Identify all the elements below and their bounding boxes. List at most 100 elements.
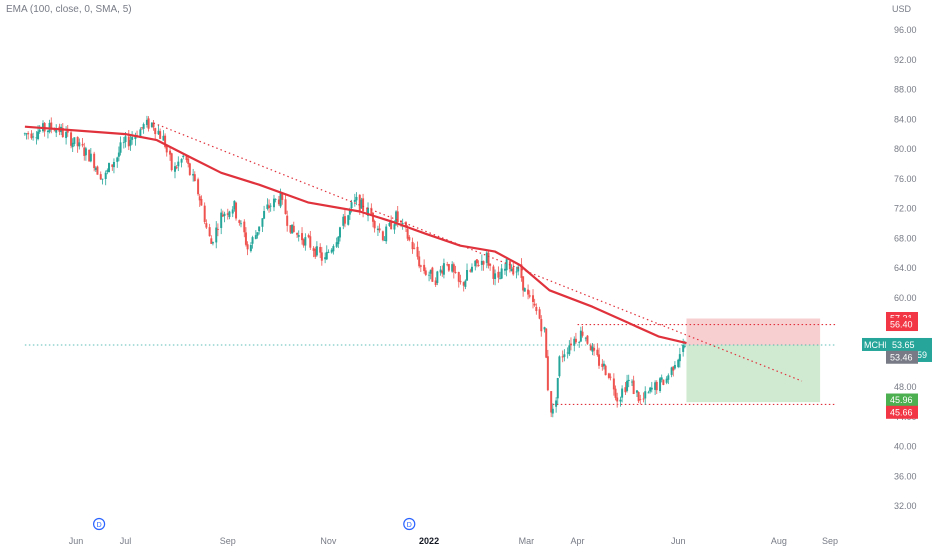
candle-body	[152, 122, 155, 128]
candle-body	[545, 328, 548, 358]
candle-body	[655, 381, 658, 391]
candle-body	[139, 129, 142, 138]
candle-body	[277, 199, 280, 205]
candle-body	[533, 303, 536, 306]
candle-body	[83, 147, 86, 156]
candle-body	[388, 223, 391, 226]
candle-body	[550, 391, 553, 413]
candle-body	[261, 218, 264, 227]
candle-body	[381, 231, 384, 241]
candle-body	[71, 142, 74, 148]
candle-body	[404, 222, 407, 227]
x-tick-label: Jun	[69, 536, 84, 546]
candle-body	[134, 135, 137, 140]
candle-body	[314, 248, 317, 257]
candle-body	[650, 387, 653, 390]
candle-body	[532, 295, 535, 302]
candle-body	[142, 124, 145, 129]
price-badges: 57.2156.40MCHI53.6506:04:5953.4645.9645.…	[862, 312, 932, 419]
x-tick-label: Sep	[822, 536, 838, 546]
candle-body	[452, 264, 455, 272]
candle-body	[411, 241, 414, 250]
candle-body	[223, 213, 226, 216]
candle-body	[371, 212, 374, 222]
candle-body	[459, 280, 462, 283]
y-tick-label: 48.00	[894, 382, 917, 392]
candle-body	[586, 335, 589, 344]
candle-body	[25, 133, 28, 135]
candle-body	[286, 215, 289, 226]
y-tick-label: 60.00	[894, 293, 917, 303]
candle-body	[662, 379, 665, 385]
candle-body	[561, 356, 564, 358]
candle-body	[376, 228, 379, 231]
candle-body	[239, 223, 242, 225]
candle-body	[268, 205, 271, 209]
candle-body	[343, 216, 346, 224]
candle-body	[150, 122, 153, 128]
candle-body	[419, 265, 422, 267]
candle-body	[327, 251, 330, 253]
candle-body	[609, 376, 612, 378]
candle-body	[164, 135, 167, 147]
candle-body	[649, 387, 652, 392]
candle-body	[140, 127, 143, 129]
candle-body	[104, 172, 107, 179]
candle-body	[127, 136, 130, 147]
candle-body	[358, 194, 361, 211]
candle-body	[221, 214, 224, 217]
candle-body	[304, 237, 307, 246]
candle-body	[226, 213, 229, 215]
candle-body	[401, 223, 404, 224]
candle-body	[116, 157, 119, 162]
price-badge	[886, 350, 918, 364]
candle-body	[515, 271, 518, 273]
candle-body	[637, 392, 640, 402]
candle-body	[119, 142, 122, 153]
candle-body	[159, 131, 162, 139]
price-badge-label: 45.96	[890, 395, 913, 405]
candle-body	[475, 259, 478, 264]
candle-body	[505, 259, 508, 271]
y-tick-label: 80.00	[894, 144, 917, 154]
candle-body	[89, 153, 92, 162]
candle-body	[454, 271, 457, 274]
candle-body	[601, 363, 604, 367]
candle-body	[307, 235, 310, 238]
candle-body	[296, 233, 299, 235]
y-tick-label: 68.00	[894, 233, 917, 243]
candle-body	[439, 269, 442, 273]
dividend-marker-label: D	[407, 522, 412, 529]
candle-body	[177, 161, 180, 167]
candle-body	[441, 270, 444, 274]
candle-body	[464, 280, 467, 287]
y-tick-label: 64.00	[894, 263, 917, 273]
candle-body	[169, 150, 172, 155]
y-tick-label: 36.00	[894, 471, 917, 481]
candle-body	[670, 367, 673, 375]
candle-body	[93, 153, 96, 169]
candle-body	[434, 280, 437, 285]
candle-body	[193, 174, 196, 182]
candle-body	[353, 199, 356, 202]
candle-body	[528, 295, 531, 297]
candle-body	[497, 271, 500, 278]
symbol-tag	[862, 337, 886, 351]
y-axis: USD 96.00 92.00 88.00 84.00 80.00 76.00 72.00 6…	[892, 4, 917, 511]
candle-body	[94, 167, 97, 170]
candle-body	[520, 264, 523, 278]
candle-body	[254, 235, 257, 239]
candle-body	[644, 391, 647, 399]
candle-body	[373, 221, 376, 229]
candle-body	[485, 252, 488, 263]
candle-body	[175, 167, 178, 169]
candle-body	[598, 354, 601, 366]
horizontal-levels	[24, 323, 837, 405]
candle-body	[81, 144, 84, 146]
candle-body	[632, 380, 635, 394]
candle-body	[500, 268, 503, 279]
candle-body	[37, 131, 40, 140]
candle-body	[431, 267, 434, 282]
candle-body	[215, 227, 218, 243]
